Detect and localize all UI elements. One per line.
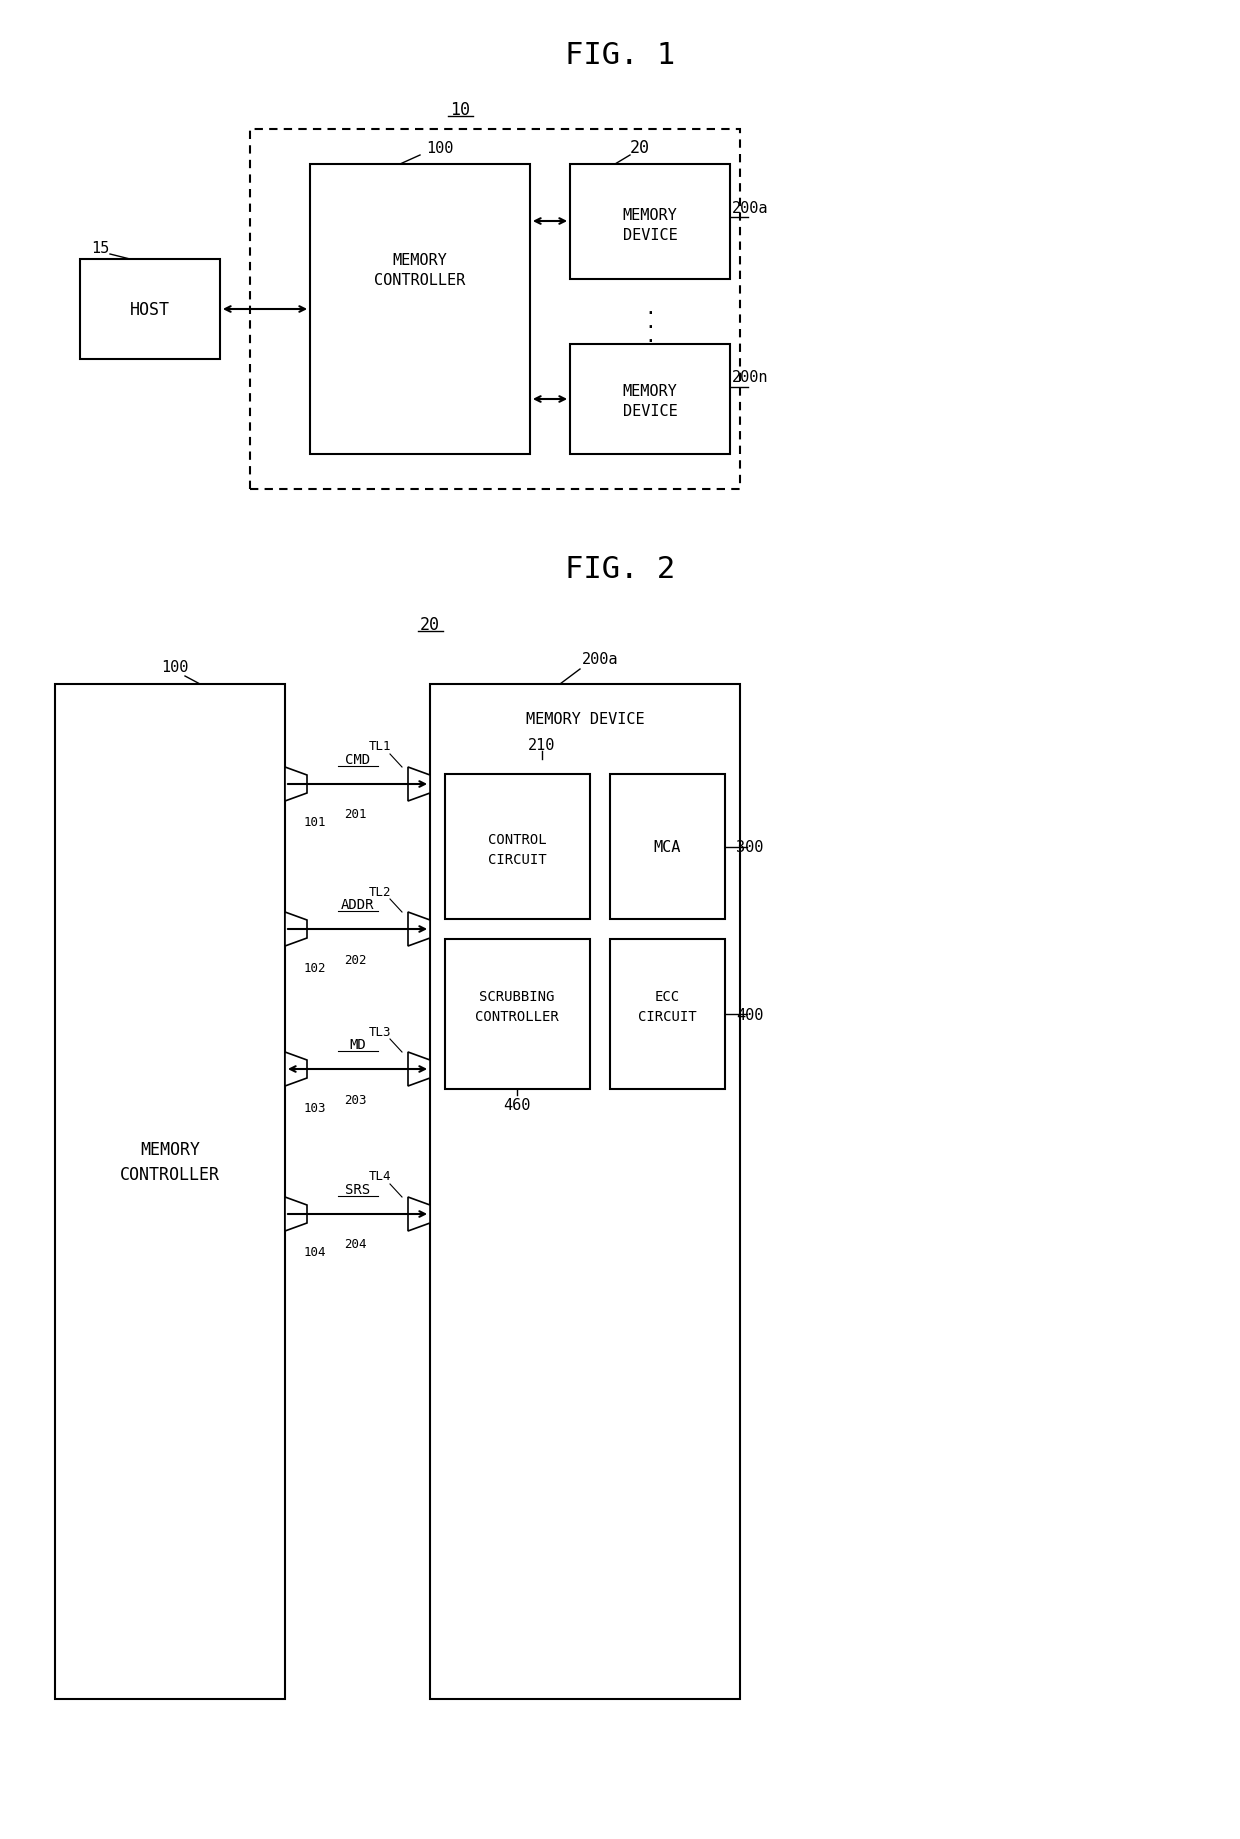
- Text: 202: 202: [343, 953, 366, 965]
- Text: MEMORY: MEMORY: [622, 384, 677, 399]
- Text: ADDR: ADDR: [341, 897, 374, 912]
- Polygon shape: [285, 1052, 308, 1087]
- Text: TL2: TL2: [368, 885, 392, 897]
- Text: CIRCUIT: CIRCUIT: [637, 1010, 697, 1024]
- Text: SCRUBBING: SCRUBBING: [480, 989, 554, 1004]
- Text: 100: 100: [427, 140, 454, 156]
- Text: SRS: SRS: [345, 1182, 370, 1197]
- Text: TL4: TL4: [368, 1170, 392, 1182]
- Text: TL3: TL3: [368, 1024, 392, 1037]
- Text: 102: 102: [304, 962, 326, 975]
- Text: 101: 101: [304, 817, 326, 829]
- Text: HOST: HOST: [130, 302, 170, 318]
- Polygon shape: [408, 1052, 430, 1087]
- Text: 460: 460: [503, 1096, 531, 1113]
- Text: 103: 103: [304, 1102, 326, 1114]
- Text: ECC: ECC: [655, 989, 680, 1004]
- Text: CONTROLLER: CONTROLLER: [374, 272, 466, 287]
- Text: .: .: [644, 313, 656, 331]
- Text: 201: 201: [343, 807, 366, 820]
- Text: MD: MD: [350, 1037, 366, 1052]
- Text: CONTROLLER: CONTROLLER: [120, 1166, 219, 1182]
- Text: 400: 400: [737, 1008, 764, 1022]
- Text: 200a: 200a: [732, 200, 769, 215]
- Text: 20: 20: [630, 140, 650, 156]
- Text: 203: 203: [343, 1092, 366, 1105]
- Text: 200n: 200n: [732, 370, 769, 386]
- Text: .: .: [644, 298, 656, 318]
- Text: TL1: TL1: [368, 739, 392, 754]
- Text: CIRCUIT: CIRCUIT: [487, 853, 547, 866]
- Text: .: .: [644, 326, 656, 346]
- Text: DEVICE: DEVICE: [622, 405, 677, 419]
- Text: MCA: MCA: [653, 839, 681, 853]
- Text: 20: 20: [420, 616, 440, 634]
- Text: 200a: 200a: [582, 653, 619, 668]
- Text: MEMORY: MEMORY: [393, 252, 448, 267]
- Text: CONTROL: CONTROL: [487, 833, 547, 846]
- Text: 210: 210: [528, 737, 556, 752]
- Text: 300: 300: [737, 840, 764, 855]
- Text: CONTROLLER: CONTROLLER: [475, 1010, 559, 1024]
- Text: FIG. 1: FIG. 1: [565, 40, 675, 70]
- Text: 204: 204: [343, 1238, 366, 1251]
- Polygon shape: [285, 1197, 308, 1232]
- Polygon shape: [408, 767, 430, 802]
- Text: CMD: CMD: [345, 752, 370, 767]
- Text: FIG. 2: FIG. 2: [565, 555, 675, 585]
- Text: DEVICE: DEVICE: [622, 228, 677, 243]
- Polygon shape: [285, 767, 308, 802]
- Text: 100: 100: [161, 660, 188, 675]
- Text: MEMORY: MEMORY: [622, 208, 677, 223]
- Text: 15: 15: [91, 241, 109, 256]
- Text: 104: 104: [304, 1245, 326, 1260]
- Text: MEMORY: MEMORY: [140, 1140, 200, 1159]
- Text: 10: 10: [450, 101, 470, 120]
- Polygon shape: [285, 912, 308, 947]
- Text: MEMORY DEVICE: MEMORY DEVICE: [526, 712, 645, 726]
- Polygon shape: [408, 1197, 430, 1232]
- Polygon shape: [408, 912, 430, 947]
